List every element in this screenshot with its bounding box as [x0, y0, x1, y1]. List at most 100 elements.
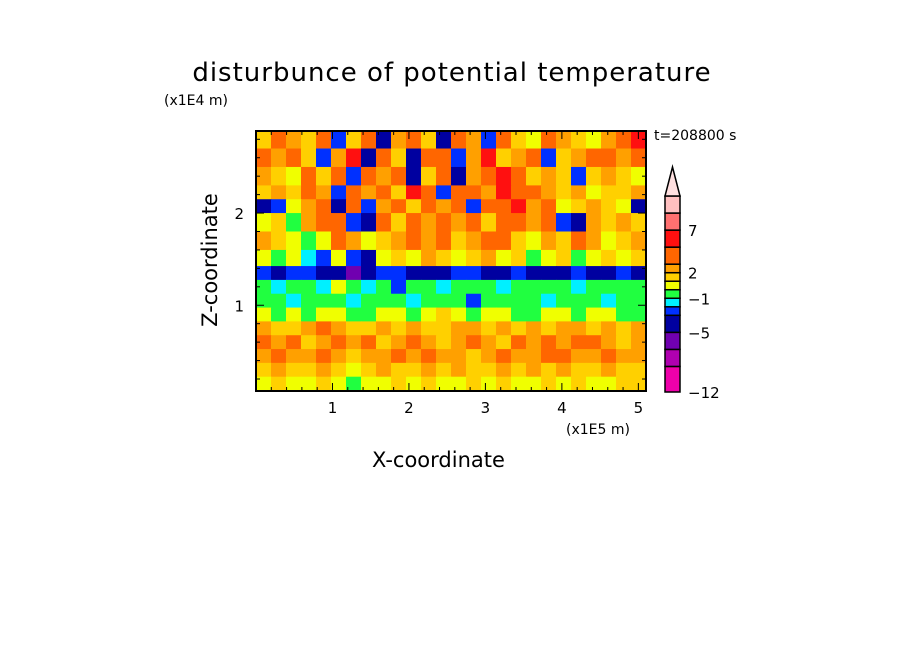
- contour-cell: [286, 148, 302, 168]
- contour-cell: [391, 376, 407, 392]
- contour-cell: [481, 376, 497, 392]
- contour-cell: [316, 199, 332, 214]
- contour-cell: [376, 349, 392, 364]
- contour-cell: [391, 293, 407, 309]
- contour-cell: [436, 266, 452, 281]
- contour-cell: [481, 307, 497, 322]
- contour-cell: [601, 307, 617, 322]
- contour-cell: [271, 293, 287, 309]
- contour-cell: [556, 131, 572, 150]
- contour-cell: [511, 279, 527, 295]
- contour-cell: [496, 185, 512, 200]
- contour-cell: [301, 131, 317, 150]
- contour-cell: [496, 199, 512, 214]
- contour-cell: [286, 249, 302, 267]
- colorbar-box: [664, 280, 681, 291]
- contour-cell: [541, 185, 557, 200]
- contour-cell: [421, 231, 437, 251]
- contour-cell: [571, 131, 587, 150]
- contour-cell: [436, 249, 452, 267]
- contour-cell: [361, 249, 377, 267]
- contour-cell: [631, 213, 647, 233]
- contour-cell: [421, 362, 437, 378]
- contour-cell: [526, 213, 542, 233]
- contour-cell: [361, 362, 377, 378]
- contour-cell: [451, 307, 467, 322]
- contour-cell: [571, 335, 587, 350]
- contour-cell: [256, 266, 272, 281]
- contour-cell: [556, 335, 572, 350]
- contour-cell: [556, 279, 572, 295]
- contour-cell: [421, 279, 437, 295]
- contour-cell: [466, 185, 482, 200]
- contour-cell: [256, 349, 272, 364]
- contour-cell: [421, 293, 437, 309]
- contour-cell: [406, 362, 422, 378]
- contour-cell: [376, 279, 392, 295]
- contour-cell: [331, 349, 347, 364]
- contour-cell: [601, 321, 617, 336]
- contour-cell: [361, 199, 377, 214]
- contour-cell: [496, 213, 512, 233]
- contour-cell: [541, 376, 557, 392]
- contour-cell: [331, 148, 347, 168]
- contour-cell: [451, 376, 467, 392]
- contour-cell: [346, 293, 362, 309]
- contour-cell: [286, 166, 302, 186]
- contour-cell: [391, 249, 407, 267]
- contour-cell: [571, 249, 587, 267]
- contour-cell: [301, 279, 317, 295]
- contour-cell: [586, 199, 602, 214]
- contour-cell: [451, 321, 467, 336]
- colorbar-box: [664, 246, 681, 265]
- contour-cell: [466, 213, 482, 233]
- contour-cell: [496, 249, 512, 267]
- contour-cell: [286, 199, 302, 214]
- contour-cell: [301, 148, 317, 168]
- contour-cell: [601, 376, 617, 392]
- contour-cell: [421, 335, 437, 350]
- contour-cell: [586, 213, 602, 233]
- contour-cell: [511, 321, 527, 336]
- contour-cell: [631, 335, 647, 350]
- contour-cell: [511, 307, 527, 322]
- contour-cell: [406, 279, 422, 295]
- contour-cell: [256, 199, 272, 214]
- contour-cell: [511, 131, 527, 150]
- contour-cell: [541, 362, 557, 378]
- contour-cell: [301, 362, 317, 378]
- contour-cell: [451, 213, 467, 233]
- contour-cell: [481, 266, 497, 281]
- contour-cell: [331, 293, 347, 309]
- contour-cell: [556, 307, 572, 322]
- contour-cell: [421, 185, 437, 200]
- contour-cell: [361, 335, 377, 350]
- plot-frame: [255, 130, 647, 392]
- contour-cell: [436, 166, 452, 186]
- contour-cell: [616, 231, 632, 251]
- contour-cell: [376, 131, 392, 150]
- contour-cell: [571, 293, 587, 309]
- colorbar-box: [664, 314, 681, 334]
- contour-cell: [616, 307, 632, 322]
- colorbar-tick-label: −1: [688, 290, 710, 308]
- contour-cell: [631, 166, 647, 186]
- contour-cell: [556, 293, 572, 309]
- contour-cell: [541, 231, 557, 251]
- contour-cell: [316, 148, 332, 168]
- contour-cell: [571, 266, 587, 281]
- contour-cell: [481, 185, 497, 200]
- contour-cell: [451, 166, 467, 186]
- x-tick-label: 2: [404, 399, 414, 417]
- contour-cell: [541, 279, 557, 295]
- contour-cell: [316, 279, 332, 295]
- contour-cell: [451, 231, 467, 251]
- contour-cell: [481, 166, 497, 186]
- contour-cell: [256, 321, 272, 336]
- x-tick-label: 4: [557, 399, 567, 417]
- contour-cell: [481, 199, 497, 214]
- colorbar-box: [664, 306, 681, 317]
- y-unit-label: (x1E4 m): [164, 93, 228, 109]
- contour-cell: [436, 307, 452, 322]
- contour-cell: [466, 349, 482, 364]
